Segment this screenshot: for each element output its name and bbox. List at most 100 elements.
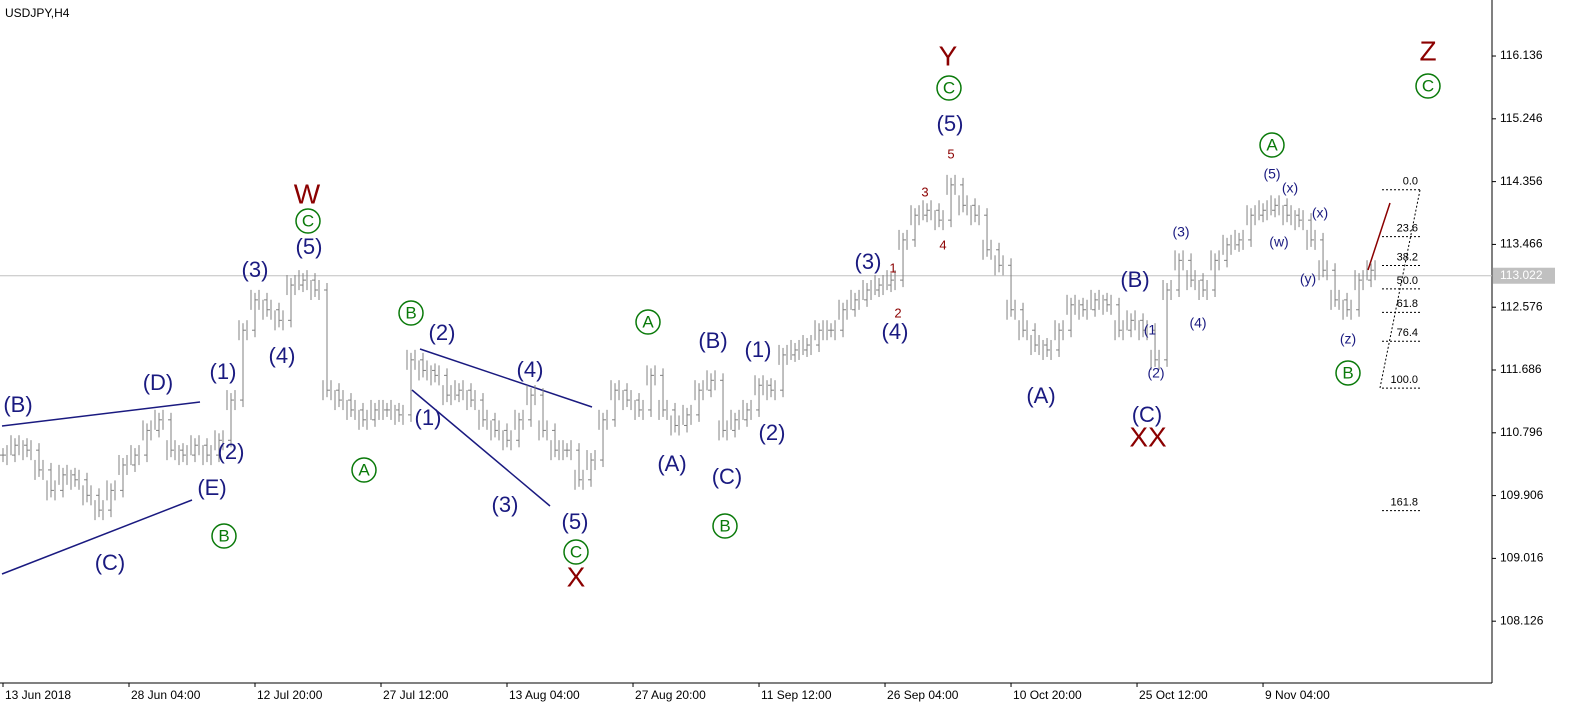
y-tick-label: 116.136 <box>1500 48 1543 62</box>
price-bar <box>922 200 932 223</box>
wave-label: (1) <box>415 405 442 430</box>
price-bar <box>718 373 728 441</box>
fib-label: 161.8 <box>1390 497 1418 509</box>
wave-label: XX <box>1129 421 1167 452</box>
wave-label: 4 <box>939 237 946 252</box>
y-tick-label: 108.126 <box>1500 613 1544 627</box>
price-bar <box>334 383 344 411</box>
wave-label: B <box>719 516 730 535</box>
wave-label: A <box>1266 135 1278 154</box>
price-bar <box>454 380 464 403</box>
price-bar <box>1342 292 1352 320</box>
wave-circle <box>295 208 321 234</box>
chart-title: USDJPY,H4 <box>5 6 70 20</box>
y-tick-label: 109.016 <box>1500 551 1544 565</box>
price-bar <box>1042 338 1052 360</box>
wave-label: B <box>218 526 229 545</box>
price-bar <box>262 292 272 320</box>
wave-label: (B) <box>698 328 727 353</box>
fib-label: 100.0 <box>1390 374 1418 386</box>
price-bar <box>658 368 668 420</box>
price-bar <box>442 368 452 406</box>
wave-label: A <box>358 460 370 479</box>
wave-label: (x) <box>1312 205 1328 221</box>
fib-label: 50.0 <box>1397 275 1418 287</box>
wave-label: Y <box>939 40 958 71</box>
wave-label: C <box>1422 76 1434 95</box>
price-bar <box>1222 234 1232 268</box>
wave-label: (3) <box>1172 224 1189 240</box>
x-tick-label: 11 Sep 12:00 <box>761 688 832 702</box>
wave-label: (B) <box>1120 267 1149 292</box>
price-bar <box>1330 263 1340 310</box>
price-bar <box>670 402 680 436</box>
wave-label: (4) <box>269 343 296 368</box>
price-bar <box>1234 229 1244 252</box>
y-tick-label: 111.686 <box>1500 362 1542 376</box>
price-bar <box>178 443 188 466</box>
wave-label: (x) <box>1282 180 1298 196</box>
price-bar <box>1114 297 1124 341</box>
trend-line <box>1 499 193 575</box>
wave-label: (4) <box>1189 315 1206 331</box>
price-bar <box>310 273 320 300</box>
x-tick-label: 12 Jul 20:00 <box>257 688 323 702</box>
price-bar <box>202 438 212 466</box>
wave-label: W <box>294 178 321 209</box>
price-bar <box>430 363 440 386</box>
fib-label: 23.6 <box>1397 222 1418 234</box>
price-bar <box>586 450 596 487</box>
price-bar <box>790 339 800 362</box>
wave-label: (y) <box>1300 271 1316 287</box>
wave-label: (3) <box>242 257 269 282</box>
wave-label: (E) <box>197 475 226 500</box>
trend-line <box>419 348 593 408</box>
wave-label: B <box>405 303 416 322</box>
price-bar <box>1162 279 1172 367</box>
price-bar <box>1306 213 1316 250</box>
price-bar <box>850 289 860 317</box>
wave-label: (C) <box>712 464 743 489</box>
wave-label: (1) <box>745 337 772 362</box>
wave-label: 1 <box>889 260 896 275</box>
wave-circle <box>351 457 377 483</box>
price-bar <box>298 270 308 293</box>
wave-circle <box>936 75 962 101</box>
price-bar <box>1282 198 1292 226</box>
wave-label: (D) <box>143 370 174 395</box>
price-bar <box>958 177 968 216</box>
price-bar <box>238 320 248 408</box>
price-bar <box>874 275 884 297</box>
price-bar <box>682 404 692 433</box>
price-bar <box>1270 195 1280 218</box>
wave-circle <box>211 523 237 549</box>
wave-circle <box>398 300 424 326</box>
price-bar <box>1246 205 1256 247</box>
price-bar <box>514 409 524 448</box>
price-bar <box>22 438 32 461</box>
wave-circle <box>563 539 589 565</box>
price-bar <box>898 229 908 288</box>
price-bar <box>766 378 776 401</box>
wave-label: (4) <box>882 319 909 344</box>
x-tick-label: 28 Jun 04:00 <box>131 688 201 702</box>
price-bar <box>394 402 404 425</box>
x-tick-label: 10 Oct 20:00 <box>1013 688 1082 702</box>
projection-line <box>1367 202 1391 271</box>
price-bar <box>406 349 416 422</box>
fib-label: 61.8 <box>1397 298 1418 310</box>
price-bar <box>322 282 332 401</box>
price-bar <box>274 302 284 331</box>
price-bar <box>370 399 380 427</box>
wave-circle <box>1259 132 1285 158</box>
fib-label: 38.2 <box>1397 251 1418 263</box>
price-bar <box>526 385 536 427</box>
price-bar <box>58 464 68 498</box>
y-tick-label: 109.906 <box>1500 488 1544 502</box>
wave-label: (2) <box>759 420 786 445</box>
price-bar <box>1090 289 1100 317</box>
price-bar <box>838 299 848 338</box>
price-bar <box>166 412 176 461</box>
wave-label: (3) <box>492 492 519 517</box>
